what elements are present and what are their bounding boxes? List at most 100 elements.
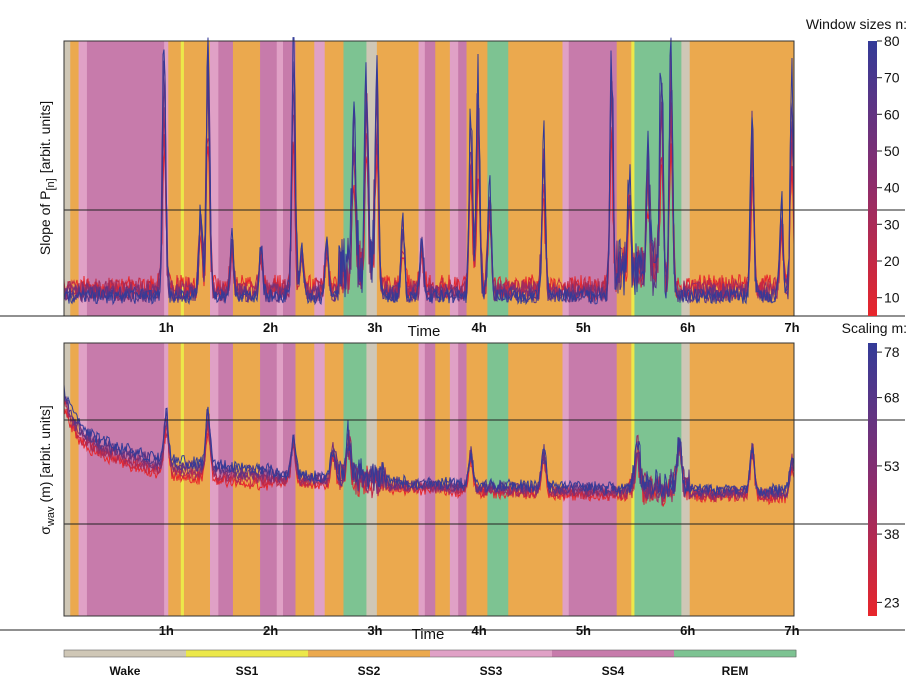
top-x-ticks: 1h 2h 3h 4h 5h 6h 7h — [159, 320, 800, 335]
bottom-y-axis-title: σwav (m) [arbit. units] — [37, 405, 57, 534]
top-colorbar-ticks: 10 20 30 40 50 60 70 80 — [877, 33, 900, 306]
legend-label-ss3: SS3 — [480, 664, 503, 678]
x-tick-label: 5h — [576, 320, 591, 335]
colorbar-tick-label: 20 — [884, 253, 900, 269]
bottom-colorbar-title: Scaling m: — [842, 320, 907, 336]
stage-band-ss2 — [689, 343, 795, 616]
colorbar-tick-label: 60 — [884, 106, 900, 122]
stage-band-ss2 — [616, 343, 632, 616]
stage-band-ss3 — [449, 41, 459, 316]
stage-band-ss3 — [210, 41, 219, 316]
x-tick-label: 1h — [159, 623, 174, 638]
x-tick-label: 4h — [472, 623, 487, 638]
top-series-line — [63, 37, 795, 306]
top-ylabel-tail: [arbit. units] — [37, 101, 53, 173]
stage-band-ss2 — [324, 343, 344, 616]
top-ylabel-main: Slope of P — [37, 191, 53, 256]
x-tick-label: 2h — [263, 623, 278, 638]
colorbar-tick-label: 78 — [884, 344, 900, 360]
top-hypnogram-background — [64, 41, 795, 316]
stage-band-ss2 — [689, 41, 795, 316]
stage-band-ss4 — [86, 41, 165, 316]
stage-band-ss1 — [180, 41, 185, 316]
x-tick-label: 2h — [263, 320, 278, 335]
stage-band-ss2 — [508, 343, 563, 616]
colorbar-tick-label: 68 — [884, 390, 900, 406]
top-colorbar-title: Window sizes n: — [806, 16, 907, 32]
legend-swatch-rem — [674, 650, 797, 657]
stage-band-ss4 — [568, 343, 618, 616]
x-tick-label: 6h — [680, 623, 695, 638]
colorbar-tick-label: 80 — [884, 33, 900, 49]
stage-band-ss2 — [295, 41, 315, 316]
colorbar-tick-label: 40 — [884, 180, 900, 196]
stage-band-ss3 — [562, 41, 570, 316]
bottom-x-axis-title: Time — [412, 626, 445, 643]
stage-band-rem — [487, 343, 509, 616]
bottom-ylabel-sub: wav — [45, 506, 57, 527]
stage-band-ss4 — [458, 343, 467, 616]
stage-band-ss4 — [458, 41, 467, 316]
legend-swatch-ss2 — [308, 650, 431, 657]
legend-frame — [63, 649, 797, 658]
stage-band-ss2 — [168, 41, 182, 316]
colorbar-tick-label: 30 — [884, 216, 900, 232]
stage-band-wake — [64, 343, 71, 616]
stage-band-ss4 — [218, 41, 234, 316]
stage-band-wake — [681, 41, 691, 316]
bottom-sigma-series — [63, 384, 795, 507]
x-tick-label: 5h — [576, 623, 591, 638]
stage-band-ss3 — [314, 343, 326, 616]
legend-swatch-ss4 — [552, 650, 675, 657]
stage-band-ss2 — [70, 343, 79, 616]
stage-band-ss3 — [78, 41, 88, 316]
sleep-stage-legend: Wake SS1 SS2 SS3 SS4 REM — [63, 649, 797, 678]
stage-band-wake — [64, 41, 71, 316]
stage-band-wake — [366, 41, 378, 316]
stage-band-ss3 — [164, 343, 169, 616]
legend-label-ss1: SS1 — [236, 664, 259, 678]
bottom-colorbar-ticks: 23 38 53 68 78 — [877, 344, 900, 610]
stage-band-ss4 — [424, 41, 436, 316]
bottom-colorbar — [868, 343, 877, 616]
stage-band-ss1 — [180, 343, 185, 616]
legend-swatch-wake — [64, 650, 187, 657]
stage-band-ss2 — [70, 41, 79, 316]
legend-label-ss2: SS2 — [358, 664, 381, 678]
stage-band-ss2 — [376, 41, 419, 316]
colorbar-tick-label: 53 — [884, 458, 900, 474]
bottom-plot-frame — [63, 342, 795, 617]
stage-band-ss3 — [276, 41, 284, 316]
legend-swatch-ss3 — [430, 650, 553, 657]
stage-band-ss4 — [86, 343, 165, 616]
stage-band-ss4 — [260, 41, 278, 316]
stage-band-ss3 — [78, 343, 88, 616]
stage-band-ss3 — [418, 343, 426, 616]
bottom-plot-panel: 1h 2h 3h 4h 5h 6h 7h Time σwav (m) [arbit. unit… — [0, 320, 907, 643]
stage-band-ss2 — [232, 41, 261, 316]
legend-label-wake: Wake — [110, 664, 141, 678]
legend-label-rem: REM — [722, 664, 749, 678]
stage-band-ss4 — [283, 343, 296, 616]
colorbar-tick-label: 10 — [884, 290, 900, 306]
x-tick-label: 1h — [159, 320, 174, 335]
legend-swatch-ss1 — [186, 650, 309, 657]
top-y-axis-title: Slope of P[n] [arbit. units] — [37, 101, 57, 255]
stage-band-ss2 — [168, 343, 182, 616]
bottom-x-ticks: 1h 2h 3h 4h 5h 6h 7h — [159, 623, 800, 638]
top-slope-series — [63, 37, 795, 306]
x-tick-label: 3h — [367, 623, 382, 638]
colorbar-tick-label: 23 — [884, 594, 900, 610]
x-tick-label: 7h — [784, 623, 799, 638]
x-tick-label: 7h — [784, 320, 799, 335]
legend-label-ss4: SS4 — [602, 664, 625, 678]
colorbar-tick-label: 38 — [884, 526, 900, 542]
stage-band-ss1 — [631, 41, 635, 316]
top-x-axis-title: Time — [408, 323, 441, 340]
x-tick-label: 6h — [680, 320, 695, 335]
top-colorbar — [868, 41, 877, 316]
stage-band-ss3 — [418, 41, 426, 316]
bottom-series-line — [63, 384, 795, 498]
bottom-ylabel-main: σ — [37, 526, 53, 535]
